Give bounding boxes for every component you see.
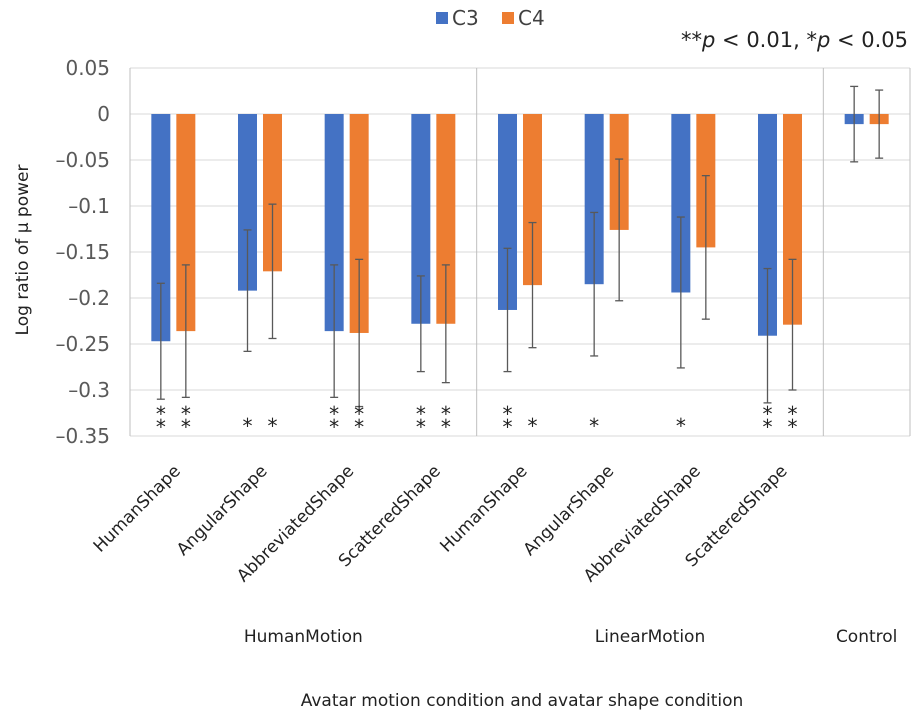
bar-c4 bbox=[263, 114, 282, 272]
significance-marker: * * bbox=[763, 402, 773, 439]
y-tick-label: –0.15 bbox=[55, 240, 110, 264]
bar-c3 bbox=[411, 114, 431, 324]
bar-c4 bbox=[436, 114, 456, 324]
legend-swatch-c3 bbox=[436, 12, 448, 24]
y-tick-label: –0.2 bbox=[68, 286, 110, 310]
bar-c3 bbox=[324, 114, 344, 332]
significance-marker: * * bbox=[354, 402, 364, 439]
significance-marker: * * bbox=[441, 402, 451, 439]
legend-label-c4: C4 bbox=[518, 6, 545, 30]
bar-c3 bbox=[671, 114, 691, 293]
x-category-label: AngularShape bbox=[173, 461, 272, 560]
group-label: HumanMotion bbox=[244, 627, 363, 647]
bar-c4 bbox=[523, 114, 542, 286]
y-tick-label: –0.05 bbox=[55, 148, 110, 172]
legend-label-c3: C3 bbox=[452, 6, 479, 30]
bar-c3 bbox=[238, 114, 257, 291]
significance-marker: * * bbox=[416, 402, 426, 439]
x-category-label: HumanShape bbox=[436, 461, 531, 556]
bar-c4 bbox=[349, 114, 369, 333]
significance-marker: * bbox=[676, 414, 686, 438]
significance-marker: * bbox=[528, 414, 538, 438]
bar-c3 bbox=[498, 114, 517, 310]
y-tick-label: –0.35 bbox=[55, 424, 110, 448]
y-tick-label: 0 bbox=[97, 102, 110, 126]
x-category-label: AngularShape bbox=[520, 461, 619, 560]
significance-marker: * * bbox=[181, 402, 191, 439]
group-label: LinearMotion bbox=[595, 627, 705, 647]
significance-marker: * bbox=[243, 414, 253, 438]
significance-marker: * * bbox=[329, 402, 339, 439]
significance-marker: * * bbox=[156, 402, 166, 439]
group-label: Control bbox=[836, 627, 897, 647]
y-axis-title: Log ratio of μ power bbox=[13, 165, 33, 336]
x-axis-title: Avatar motion condition and avatar shape… bbox=[301, 691, 744, 711]
significance-marker: * * bbox=[788, 402, 798, 439]
bar-c4 bbox=[783, 114, 802, 325]
significance-marker: * bbox=[589, 414, 599, 438]
bar-c3 bbox=[151, 114, 171, 342]
x-category-label: HumanShape bbox=[90, 461, 185, 556]
significance-marker: * * bbox=[503, 402, 513, 439]
bar-c3 bbox=[584, 114, 604, 285]
y-tick-label: –0.25 bbox=[55, 332, 110, 356]
y-tick-label: –0.3 bbox=[68, 378, 110, 402]
bar-c3 bbox=[758, 114, 777, 336]
y-tick-label: –0.1 bbox=[68, 194, 110, 218]
significance-note: **p < 0.01, *p < 0.05 bbox=[681, 28, 908, 52]
bar-c4 bbox=[176, 114, 196, 332]
y-tick-label: 0.05 bbox=[65, 56, 110, 80]
significance-marker: * bbox=[268, 414, 278, 438]
legend-swatch-c4 bbox=[502, 12, 514, 24]
